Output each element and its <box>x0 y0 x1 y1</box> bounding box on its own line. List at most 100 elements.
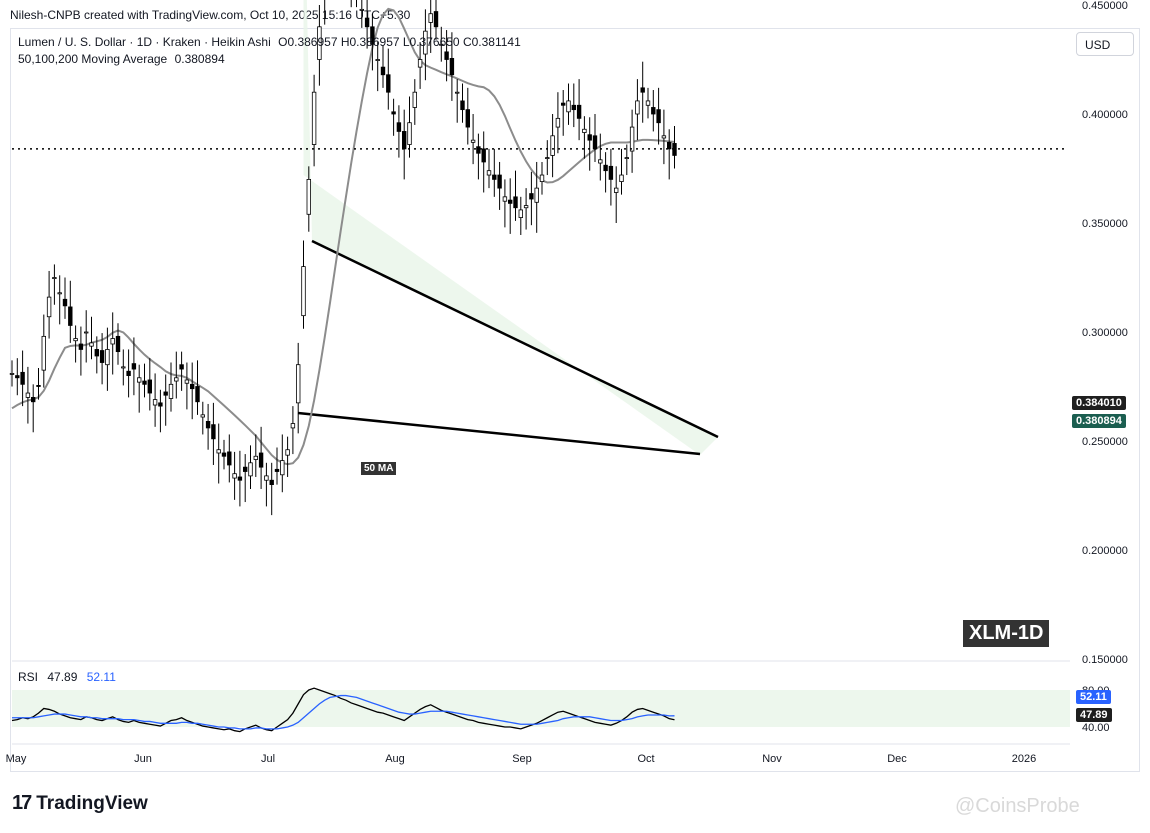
ma-legend[interactable]: 50,100,200 Moving Average 0.380894 <box>18 52 225 66</box>
candle-body <box>576 104 582 119</box>
candle-body <box>619 174 624 182</box>
candle-body <box>555 117 561 128</box>
tradingview-logo-text: TradingView <box>36 792 148 814</box>
tradingview-logo[interactable]: 17 TradingView <box>12 792 148 815</box>
rsi-ma-tag: 52.11 <box>1076 690 1111 704</box>
candle-body <box>370 26 375 45</box>
candle-body <box>386 74 391 93</box>
candle-body <box>439 43 444 46</box>
candle-body <box>592 135 598 150</box>
candle-body <box>163 391 168 396</box>
y-tick-label: 0.150000 <box>1082 654 1128 666</box>
candle-body <box>534 187 539 203</box>
rsi-tick-label: 40.00 <box>1082 722 1110 734</box>
x-tick-label: 2026 <box>1012 753 1036 765</box>
candle-body <box>629 126 635 152</box>
candle-body <box>258 452 264 468</box>
candle-body <box>523 205 529 209</box>
candle-body <box>428 13 433 23</box>
candle-body <box>62 298 68 307</box>
candle-body <box>126 370 131 376</box>
candle-body <box>561 102 566 106</box>
x-tick-label: Oct <box>637 753 654 765</box>
candle-body <box>513 196 518 209</box>
candle-body <box>25 392 31 398</box>
candle-body <box>195 386 200 403</box>
falling-wedge-area <box>303 0 718 455</box>
candle-body <box>317 26 322 60</box>
candle-body <box>36 385 41 387</box>
candle-body <box>311 91 317 145</box>
candle-body <box>423 30 428 55</box>
x-tick-label: Dec <box>887 753 907 765</box>
candle-body <box>603 164 608 172</box>
candle-body <box>401 131 407 150</box>
candle-body <box>481 148 486 163</box>
candle-body <box>460 100 465 111</box>
rsi-legend[interactable]: RSI 47.89 52.11 <box>18 670 116 684</box>
candle-body <box>412 91 417 108</box>
chart-frame <box>10 28 1140 772</box>
candle-body <box>518 209 523 218</box>
candle-body <box>227 451 232 466</box>
candle-body <box>253 455 258 460</box>
x-tick-label: Sep <box>512 753 532 765</box>
x-tick-label: May <box>6 753 27 765</box>
candle-body <box>661 135 667 139</box>
candle-body <box>221 452 227 457</box>
candle-body <box>470 139 476 143</box>
chart-credit: Nilesh-CNPB created with TradingView.com… <box>10 8 411 22</box>
candle-body <box>184 379 190 384</box>
candle-body <box>105 349 110 366</box>
ma-label: 50,100,200 Moving Average <box>18 52 168 66</box>
candle-body <box>84 331 89 334</box>
candle-body <box>476 146 481 154</box>
rsi-label: RSI <box>18 670 39 684</box>
candle-body <box>645 100 651 106</box>
candle-body <box>614 187 619 193</box>
ma50-label: 50 MA <box>361 462 397 475</box>
candle-body <box>205 420 211 429</box>
candle-body <box>444 51 449 60</box>
symbol-name: Lumen / U. S. Dollar · 1D · Kraken · Hei… <box>18 35 271 49</box>
candle-body <box>486 170 492 176</box>
candle-body <box>301 266 306 317</box>
candle-body <box>571 104 576 111</box>
candle-body <box>550 135 555 156</box>
candle-body <box>285 449 290 456</box>
candle-body <box>539 174 545 182</box>
x-tick-label: Aug <box>385 753 405 765</box>
symbol-legend[interactable]: Lumen / U. S. Dollar · 1D · Kraken · Hei… <box>18 35 521 49</box>
candle-body <box>179 364 184 370</box>
candle-body <box>454 91 460 94</box>
candle-body <box>115 335 121 353</box>
candle-body <box>497 174 502 189</box>
candle-body <box>582 128 587 133</box>
candle-body <box>651 107 656 115</box>
candle-body <box>131 363 137 370</box>
candle-body <box>364 17 370 28</box>
moving-average-line <box>11 7 675 466</box>
candle-body <box>41 335 46 371</box>
currency-button[interactable]: USD <box>1076 32 1134 56</box>
candle-body <box>46 296 52 318</box>
candle-body <box>89 342 94 347</box>
x-tick-label: Jun <box>134 753 152 765</box>
candle-body <box>306 178 311 215</box>
candle-body <box>73 338 78 342</box>
candle-body <box>121 366 126 369</box>
candle-body <box>624 157 629 160</box>
candle-body <box>433 11 439 28</box>
candle-body <box>211 424 216 440</box>
candle-body <box>529 193 534 200</box>
candle-body <box>136 377 142 383</box>
candle-body <box>274 468 280 472</box>
y-tick-label: 0.250000 <box>1082 436 1128 448</box>
candle-body <box>396 122 402 132</box>
x-tick-label: Nov <box>762 753 782 765</box>
y-tick-label: 0.200000 <box>1082 545 1128 557</box>
x-tick-label: Jul <box>261 753 275 765</box>
candle-body <box>492 174 497 180</box>
candle-body <box>391 111 396 115</box>
